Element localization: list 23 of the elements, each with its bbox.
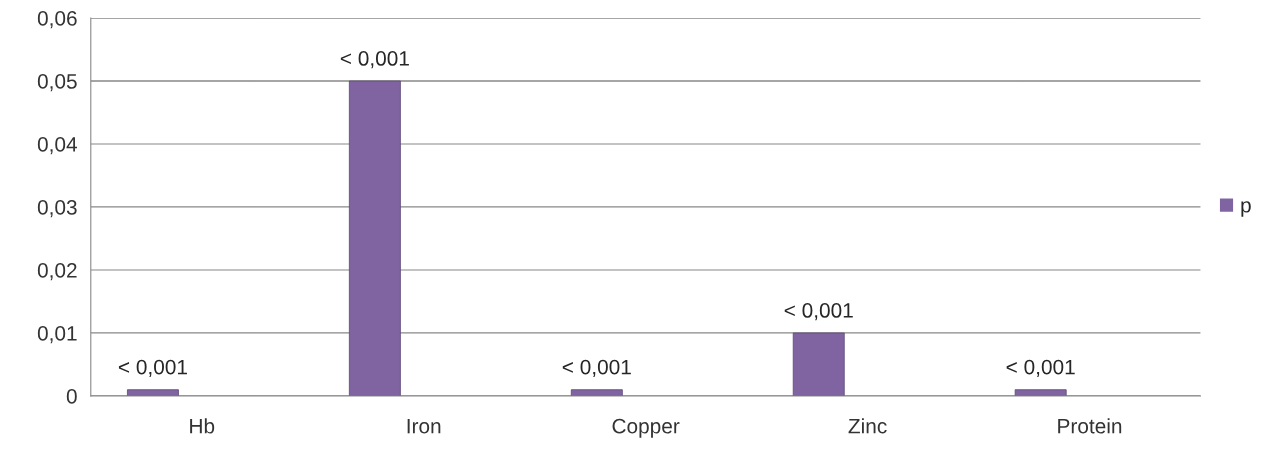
- bar: [126, 389, 179, 396]
- y-tick-label: 0,03: [37, 200, 77, 218]
- y-tick-label: 0,06: [37, 11, 77, 29]
- data-label: < 0,001: [562, 359, 631, 377]
- x-tick-label: Hb: [190, 418, 215, 434]
- data-label: < 0,001: [118, 359, 187, 377]
- y-tick-label: 0: [66, 389, 77, 404]
- x-tick-label: Copper: [612, 418, 680, 438]
- y-tick-label: 0,04: [37, 137, 77, 155]
- y-tick-label: 0,01: [37, 326, 77, 344]
- data-label: < 0,001: [784, 303, 853, 321]
- bar: [570, 389, 623, 396]
- x-tick-label: Zinc: [848, 418, 887, 434]
- data-label: < 0,001: [1006, 359, 1075, 377]
- bar: [792, 332, 845, 396]
- y-tick-label: 0,05: [37, 74, 77, 92]
- data-label: < 0,001: [340, 51, 409, 69]
- bar: [1014, 389, 1067, 396]
- x-tick-label: Iron: [407, 418, 441, 434]
- x-tick-label: Protein: [1058, 418, 1122, 434]
- y-tick-label: 0,02: [37, 263, 77, 281]
- bar: [348, 80, 401, 396]
- legend-label: p: [1241, 201, 1251, 217]
